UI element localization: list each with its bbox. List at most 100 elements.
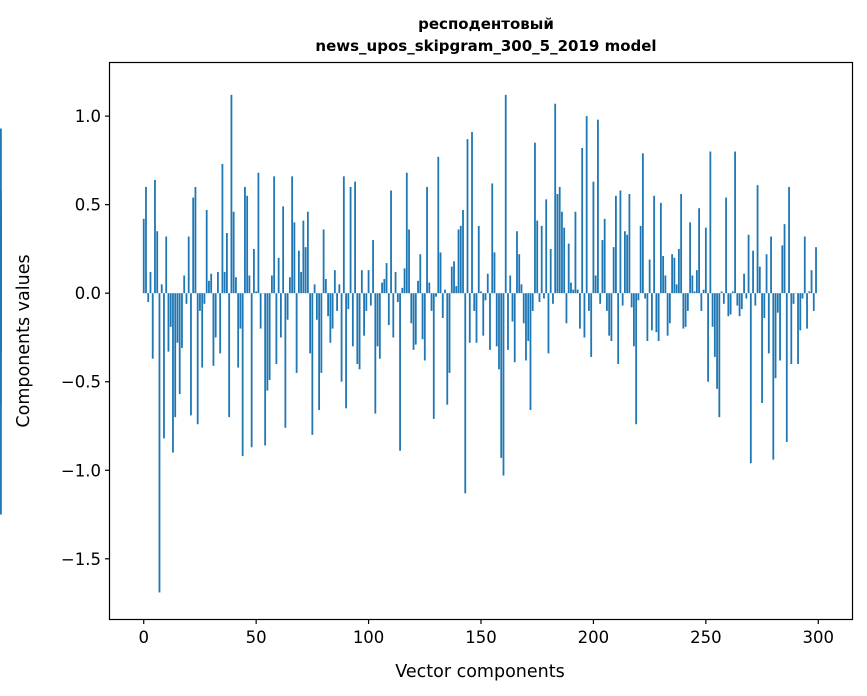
bar	[446, 293, 449, 405]
bar	[401, 287, 404, 294]
bar	[808, 291, 811, 294]
bar	[217, 271, 219, 294]
bar	[527, 293, 530, 341]
bar	[668, 293, 671, 324]
bar	[419, 254, 422, 294]
bar	[356, 293, 359, 365]
bar	[203, 293, 206, 304]
bar	[336, 293, 338, 311]
bar	[603, 218, 606, 294]
bar	[329, 293, 332, 343]
bar	[351, 293, 354, 347]
bar	[412, 293, 415, 350]
bar	[181, 293, 183, 349]
bar	[369, 293, 372, 306]
bar	[567, 243, 570, 294]
bar	[594, 275, 597, 294]
bar	[752, 250, 754, 294]
bar	[257, 172, 260, 294]
bar	[628, 194, 631, 294]
bar	[174, 293, 177, 418]
bar	[147, 293, 150, 303]
bar	[273, 176, 276, 294]
bar	[374, 293, 377, 414]
bar	[704, 227, 707, 294]
bar	[504, 94, 507, 294]
bar	[399, 293, 401, 451]
bar	[543, 293, 545, 299]
bar	[405, 172, 408, 294]
bar	[376, 293, 379, 347]
bar	[187, 236, 190, 294]
bar	[408, 229, 410, 294]
bar	[322, 229, 325, 294]
bar	[360, 270, 363, 294]
bar	[300, 271, 303, 294]
bar	[686, 293, 689, 311]
bar	[293, 222, 296, 294]
bar	[538, 293, 541, 303]
bar	[749, 293, 752, 464]
bar	[192, 197, 195, 294]
bar	[540, 225, 543, 294]
bar	[284, 293, 287, 428]
bar	[624, 231, 626, 294]
bar	[675, 284, 678, 294]
bar	[448, 293, 451, 373]
bar	[241, 293, 244, 457]
bar	[774, 293, 777, 379]
bar	[520, 284, 523, 294]
bar	[315, 293, 318, 320]
bar	[680, 194, 683, 294]
bar	[403, 268, 406, 294]
bar	[0, 293, 2, 338]
bar	[212, 293, 215, 366]
bar	[498, 293, 500, 370]
bar	[621, 293, 624, 306]
bar	[806, 293, 808, 329]
bar	[196, 293, 199, 425]
bar	[554, 103, 557, 294]
bar	[435, 293, 437, 297]
bar	[619, 190, 622, 294]
bar	[210, 273, 213, 294]
bar	[650, 293, 653, 331]
bar	[459, 225, 462, 294]
bar	[275, 293, 278, 365]
bar	[731, 291, 734, 294]
bar	[736, 293, 739, 306]
bar	[253, 248, 255, 294]
bar	[693, 291, 696, 294]
bar	[738, 293, 741, 317]
bar	[302, 220, 305, 294]
y-tick-label: −1.0	[61, 461, 101, 480]
bar	[529, 293, 532, 411]
bar	[482, 293, 485, 336]
bar	[320, 293, 323, 373]
bar	[664, 275, 667, 294]
bar	[511, 293, 514, 322]
bar	[145, 186, 147, 294]
bar	[570, 282, 572, 294]
bar	[556, 194, 559, 294]
bar	[691, 275, 694, 294]
bar	[441, 293, 444, 318]
bar	[390, 190, 392, 294]
bar	[547, 293, 550, 354]
bar	[484, 293, 487, 301]
bar	[396, 293, 399, 303]
plot-frame	[108, 61, 854, 621]
bar	[563, 227, 566, 294]
bar	[513, 293, 516, 363]
bar	[763, 293, 766, 318]
bar	[223, 271, 226, 294]
bar	[205, 209, 208, 294]
bar	[743, 273, 745, 294]
bar	[536, 220, 539, 294]
bar	[572, 289, 575, 294]
bar	[612, 247, 615, 294]
y-tick-label: −1.5	[61, 550, 101, 569]
bar	[788, 186, 790, 294]
bar	[176, 293, 179, 343]
